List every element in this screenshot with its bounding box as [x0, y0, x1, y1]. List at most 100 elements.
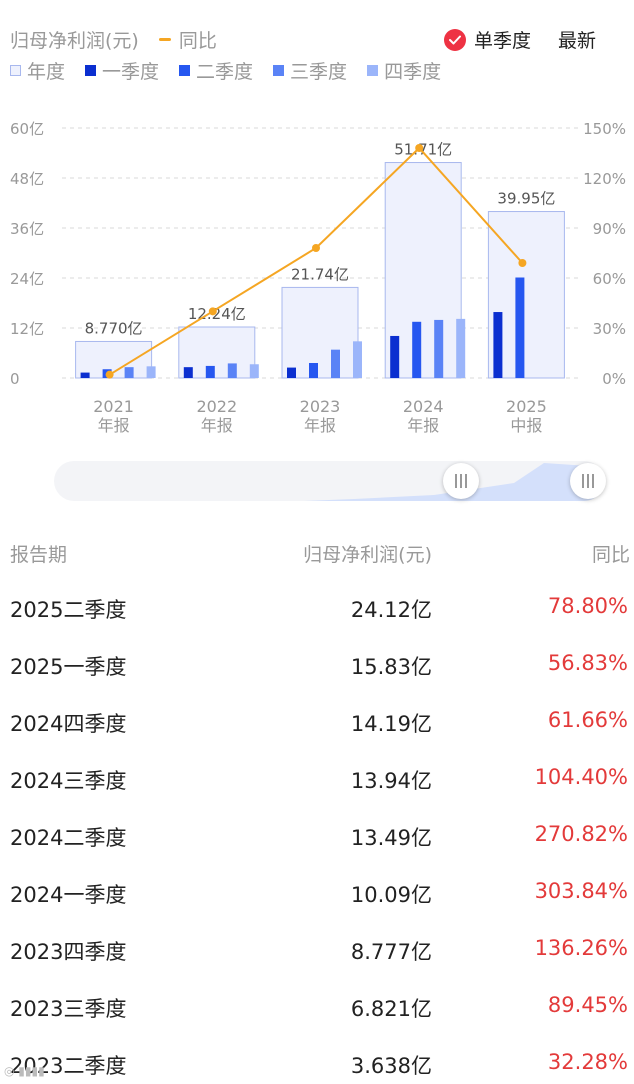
yoy-point: [518, 259, 527, 267]
row-period: 2024四季度: [10, 712, 127, 736]
row-period: 2025一季度: [10, 655, 127, 679]
quarter-bar: [353, 341, 362, 378]
annual-bar-label: 51.71亿: [394, 141, 452, 159]
header-yoy: 同比: [591, 544, 630, 566]
table-row[interactable]: 2025二季度 24.12亿 78.80%: [0, 594, 634, 624]
row-yoy: 89.45%: [547, 993, 628, 1017]
quarter-bar: [412, 321, 422, 378]
legend-item-year[interactable]: 年度: [10, 57, 65, 84]
row-yoy: 136.26%: [534, 936, 628, 960]
grip-icon: [582, 474, 594, 488]
row-yoy: 270.82%: [534, 822, 628, 846]
quarter-bar: [80, 372, 90, 378]
table-row[interactable]: 2023四季度 8.777亿 136.26%: [0, 936, 634, 966]
quarter-bar: [434, 319, 444, 378]
row-profit: 3.638亿: [350, 1054, 432, 1078]
yoy-point: [208, 307, 217, 316]
quarter-bar: [205, 365, 215, 378]
yoy-point: [312, 244, 320, 252]
single-quarter-label: 单季度: [474, 30, 532, 52]
range-slider-right-handle[interactable]: [570, 463, 606, 499]
table-row[interactable]: 2024三季度 13.94亿 104.40%: [0, 765, 634, 795]
legend-year-label: 年度: [27, 61, 66, 83]
table-row[interactable]: 2023三季度 6.821亿 89.45%: [0, 993, 634, 1023]
y-right-tick-label: 90%: [593, 220, 626, 238]
table-header: 报告期 归母净利润(元) 同比: [0, 540, 634, 566]
annual-bar-label: 39.95亿: [497, 190, 555, 208]
y-right-tick-label: 120%: [583, 170, 626, 188]
legend-q2-swatch: [179, 65, 191, 76]
quarter-bar: [287, 367, 296, 378]
x-tick-type: 年报: [201, 416, 233, 435]
x-tick-type: 年报: [98, 416, 130, 435]
row-period: 2023三季度: [10, 997, 127, 1021]
latest-button[interactable]: 最新: [558, 30, 597, 52]
legend-item-q4[interactable]: 四季度: [367, 57, 441, 84]
header-period: 报告期: [10, 544, 68, 566]
quarter-bar: [515, 277, 525, 378]
annual-bar-label: 21.74亿: [291, 265, 349, 283]
row-profit: 15.83亿: [350, 655, 432, 679]
legend-q1-swatch: [85, 65, 97, 76]
row-profit: 10.09亿: [350, 883, 432, 907]
legend-q3-swatch: [273, 65, 285, 76]
row-period: 2023四季度: [10, 940, 127, 964]
header-profit: 归母净利润(元): [303, 544, 432, 566]
range-slider-track[interactable]: [54, 461, 604, 501]
annual-bar: [281, 286, 359, 379]
row-yoy: 104.40%: [534, 765, 628, 789]
row-yoy: 61.66%: [547, 708, 628, 732]
y-left-tick-label: 48亿: [10, 170, 44, 188]
yoy-legend-label[interactable]: 同比: [178, 29, 217, 52]
watermark-logo: ◎ ▮▮▮▮: [4, 1064, 45, 1078]
y-left-tick-label: 60亿: [10, 120, 44, 138]
quarter-bar: [493, 312, 503, 378]
yoy-line-legend-icon: [158, 37, 171, 41]
row-period: 2023二季度: [10, 1054, 127, 1078]
table-row[interactable]: 2024四季度 14.19亿 61.66%: [0, 708, 634, 738]
range-slider-minimap: [304, 463, 604, 501]
row-period: 2024三季度: [10, 769, 127, 793]
row-yoy: 56.83%: [547, 651, 628, 675]
y-right-tick-label: 30%: [593, 320, 626, 338]
y-left-tick-label: 24亿: [10, 270, 44, 288]
legend-item-q3[interactable]: 三季度: [273, 57, 347, 84]
y-left-tick-label: 12亿: [10, 320, 44, 338]
row-profit: 6.821亿: [350, 997, 432, 1021]
quarter-bar: [390, 335, 400, 378]
quarter-bar: [331, 349, 340, 378]
single-quarter-toggle[interactable]: 单季度: [444, 26, 531, 53]
quarter-bar: [249, 364, 259, 378]
grip-icon: [455, 474, 467, 488]
profit-chart: 60亿 150% 48亿 120% 36亿 90% 24亿 60% 12亿 30% 0 0% 8.770…: [10, 120, 626, 435]
quarter-bar: [183, 367, 193, 378]
table-row[interactable]: 2023二季度 3.638亿 32.28%: [0, 1050, 634, 1080]
quarter-bar: [227, 363, 237, 378]
quarter-bar: [146, 366, 156, 378]
table-row[interactable]: 2024二季度 13.49亿 270.82%: [0, 822, 634, 852]
y-right-tick-label: 60%: [593, 270, 626, 288]
y-left-tick-label: 36亿: [10, 220, 44, 238]
range-slider-left-handle[interactable]: [443, 463, 479, 499]
row-yoy: 32.28%: [547, 1050, 628, 1074]
chart-legend-top: 归母净利润(元) 同比: [10, 24, 217, 54]
series-legend: 年度 一季度 二季度 三季度 四季度: [10, 57, 461, 84]
annual-bar-label: 8.770亿: [85, 319, 143, 337]
legend-item-q2[interactable]: 二季度: [179, 57, 253, 84]
x-tick-year: 2022: [196, 397, 237, 416]
check-circle-icon: [444, 28, 466, 51]
row-profit: 8.777亿: [350, 940, 432, 964]
y-right-tick-label: 150%: [583, 120, 626, 138]
quarter-bar: [456, 318, 466, 378]
y-right-tick-label: 0%: [602, 370, 626, 388]
legend-year-swatch: [10, 65, 21, 76]
table-row[interactable]: 2024一季度 10.09亿 303.84%: [0, 879, 634, 909]
row-period: 2024二季度: [10, 826, 127, 850]
legend-item-q1[interactable]: 一季度: [85, 57, 159, 84]
row-profit: 13.94亿: [350, 769, 432, 793]
row-period: 2024一季度: [10, 883, 127, 907]
row-yoy: 303.84%: [534, 879, 628, 903]
table-row[interactable]: 2025一季度 15.83亿 56.83%: [0, 651, 634, 681]
row-yoy: 78.80%: [547, 594, 628, 618]
x-tick-type: 年报: [304, 416, 336, 435]
